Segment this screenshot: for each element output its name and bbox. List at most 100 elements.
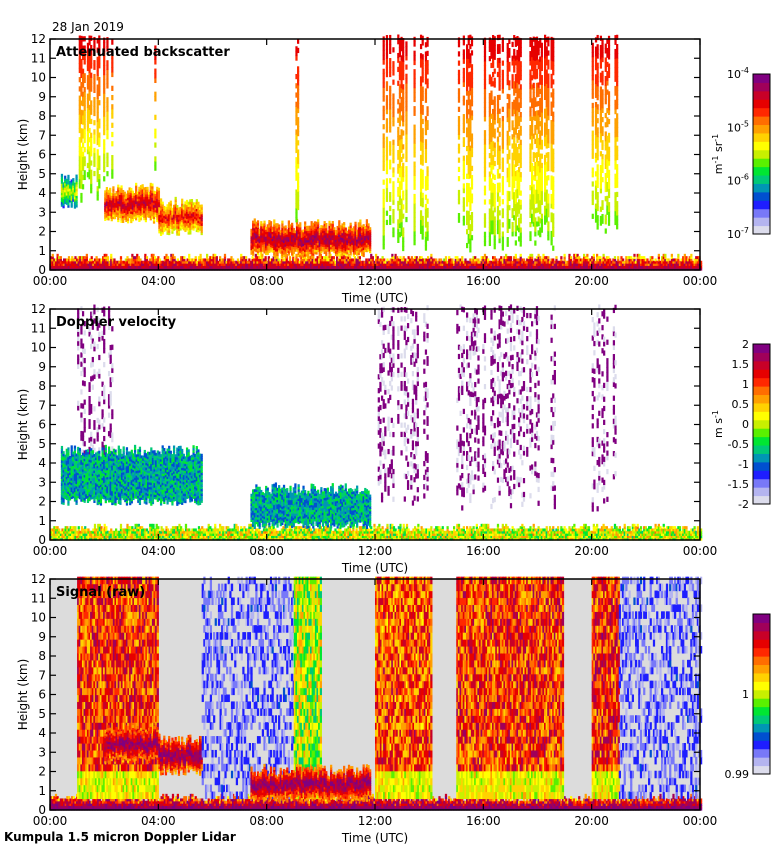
colorbar-swatch (753, 200, 770, 210)
y-tick-label: 6 (38, 418, 46, 432)
feature-cloud-layer (250, 763, 372, 803)
feature-precip-band (456, 576, 565, 800)
colorbar-swatch (753, 672, 770, 682)
colorbar-swatch (753, 166, 770, 176)
feature-precip-column (457, 34, 522, 253)
x-tick-label: 00:00 (683, 814, 718, 828)
y-tick-label: 8 (38, 379, 46, 393)
colorbar-swatch (753, 495, 770, 505)
y-tick-label: 6 (38, 148, 46, 162)
x-tick-label: 04:00 (141, 814, 176, 828)
y-tick-label: 3 (38, 475, 46, 489)
panel-title: Signal (raw) (56, 585, 145, 600)
colorbar-swatch (753, 765, 770, 775)
colorbar-swatch (753, 731, 770, 741)
y-tick-label: 7 (38, 398, 46, 412)
y-tick-label: 11 (31, 51, 46, 65)
y-axis-label: Height (km) (16, 119, 30, 190)
colorbar-swatch (753, 360, 770, 370)
colorbar-swatch (753, 394, 770, 404)
y-tick-label: 2 (38, 765, 46, 779)
colorbar-swatch (753, 377, 770, 387)
colorbar-tick-label: 0 (742, 418, 749, 431)
x-tick-label: 00:00 (33, 274, 68, 288)
colorbar-frame (752, 73, 771, 235)
y-tick-label: 8 (38, 649, 46, 663)
y-tick-label: 2 (38, 495, 46, 509)
colorbar-swatch (753, 208, 770, 218)
colorbar-label: m-1 sr-1 (711, 134, 725, 174)
panel-title: Attenuated backscatter (56, 45, 230, 60)
colorbar-tick-label: -1.5 (728, 478, 749, 491)
colorbar-swatch (753, 715, 770, 724)
y-tick-label: 12 (31, 302, 46, 316)
colorbar-swatch (753, 183, 770, 193)
colorbar-swatch (753, 141, 770, 151)
colorbar-tick-label: -2 (738, 498, 749, 511)
colorbar-swatch (753, 470, 770, 480)
x-tick-label: 12:00 (358, 544, 393, 558)
colorbar: -2 -1.5 -1 -0.5 0 0.5 1 1.5 2 m s-1 (711, 338, 771, 511)
feature-cloud-layer (158, 196, 203, 236)
y-tick-label: 5 (38, 167, 46, 181)
colorbar-swatch (753, 132, 770, 142)
feature-cloud-layer (250, 482, 372, 530)
y-tick-label: 9 (38, 360, 46, 374)
x-axis-label: Time (UTC) (341, 291, 408, 305)
colorbar-swatch (753, 748, 770, 758)
colorbar-tick-label: 10-4 (727, 66, 749, 81)
y-tick-label: 10 (31, 71, 46, 85)
feature-precip-band (77, 576, 159, 800)
feature-surface-layer (50, 523, 703, 541)
colorbar-swatch (753, 411, 770, 421)
x-tick-label: 16:00 (466, 274, 501, 288)
x-tick-label: 04:00 (141, 274, 176, 288)
y-tick-label: 5 (38, 437, 46, 451)
y-tick-label: 2 (38, 225, 46, 239)
heatmap-cells (50, 34, 703, 271)
colorbar-swatch (753, 191, 770, 201)
y-tick-label: 4 (38, 726, 46, 740)
y-tick-label: 3 (38, 205, 46, 219)
x-tick-label: 08:00 (249, 544, 284, 558)
feature-precip-column (591, 34, 619, 234)
feature-precip-column (295, 38, 300, 223)
colorbar-frame (752, 613, 771, 775)
y-tick-label: 4 (38, 186, 46, 200)
colorbar-tick-label: 10-6 (727, 173, 749, 188)
x-tick-label: 12:00 (358, 274, 393, 288)
feature-precip-band (375, 576, 433, 800)
colorbar-swatch (753, 82, 770, 92)
x-tick-label: 08:00 (249, 814, 284, 828)
x-tick-label: 04:00 (141, 544, 176, 558)
y-tick-label: 9 (38, 90, 46, 104)
x-tick-label: 00:00 (33, 544, 68, 558)
y-tick-label: 10 (31, 341, 46, 355)
colorbar-tick-label: -1 (738, 458, 749, 471)
y-axis-label: Height (km) (16, 659, 30, 730)
feature-surface-layer (50, 253, 703, 271)
colorbar-swatch (753, 419, 770, 429)
x-tick-label: 12:00 (358, 814, 393, 828)
x-tick-label: 16:00 (466, 544, 501, 558)
colorbar-swatch (753, 487, 770, 497)
colorbar-swatch (753, 478, 770, 488)
y-tick-label: 11 (31, 321, 46, 335)
feature-precip-column (382, 34, 429, 252)
x-axis-label: Time (UTC) (341, 561, 408, 575)
y-tick-label: 8 (38, 109, 46, 123)
feature-cloud-layer (104, 721, 161, 765)
y-axis-label: Height (km) (16, 389, 30, 460)
feature-noise-column (456, 304, 556, 511)
colorbar: 10-7 10-6 10-5 10-4 m-1 sr-1 (711, 66, 771, 241)
x-tick-label: 08:00 (249, 274, 284, 288)
colorbar-swatch (753, 445, 770, 454)
colorbar-tick-label: 0.99 (725, 768, 750, 781)
colorbar-tick-label: 10-5 (727, 119, 749, 134)
x-axis-label: Time (UTC) (341, 831, 408, 845)
feature-cloud-layer (60, 444, 203, 506)
colorbar-tick-label: 10-7 (727, 226, 749, 241)
colorbar-swatch (753, 681, 770, 691)
